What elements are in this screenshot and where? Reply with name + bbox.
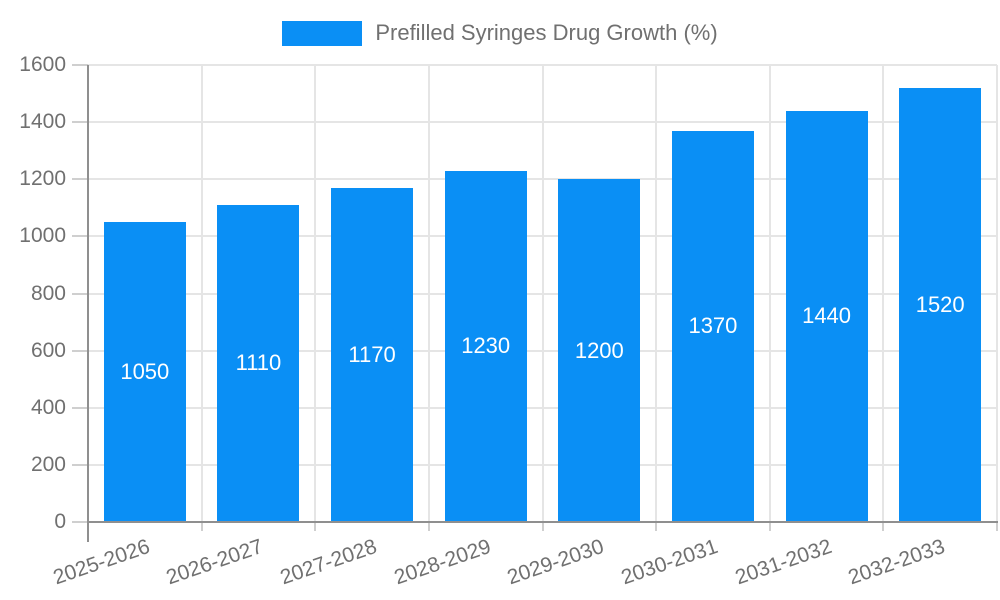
x-axis-tick [768,523,771,531]
x-axis-line [87,521,998,523]
bar: 1230 [444,170,527,522]
x-axis-tick [996,523,998,531]
y-axis-tick-label: 600 [30,338,66,362]
x-axis-tick [427,523,430,531]
y-axis-tick [72,292,88,295]
y-axis-tick-label: 1600 [19,53,66,76]
y-axis-tick [72,349,88,352]
bar: 1050 [103,222,186,522]
legend-label: Prefilled Syringes Drug Growth (%) [375,20,718,45]
bar: 1200 [558,179,641,522]
bar-value-label: 1440 [802,303,852,329]
x-axis-tick [655,523,658,531]
vertical-gridline [996,65,998,522]
vertical-gridline [655,65,658,522]
bar-value-label: 1520 [915,291,965,317]
y-axis-tick-label: 200 [30,452,66,476]
legend-item[interactable]: Prefilled Syringes Drug Growth (%) [0,18,1000,48]
y-axis-tick [72,64,88,66]
vertical-gridline [200,65,203,522]
vertical-gridline [541,65,544,522]
bar: 1370 [671,130,754,522]
y-axis-tick [72,121,88,124]
vertical-gridline [314,65,317,522]
y-axis-tick [72,463,88,466]
x-axis-tick [541,523,544,531]
x-axis-tick [314,523,317,531]
bar-value-label: 1230 [461,333,511,359]
bar: 1170 [331,187,414,522]
legend-swatch [282,20,363,46]
y-axis-tick-label: 1400 [19,110,66,134]
y-axis-tick-label: 800 [30,281,66,305]
bar-value-label: 1110 [235,350,282,376]
y-axis-tick [72,178,88,181]
bar: 1110 [217,204,300,522]
bar-value-label: 1050 [120,359,170,385]
y-axis-tick [72,521,88,523]
y-axis-tick [72,406,88,409]
y-axis-line [87,65,89,542]
vertical-gridline [882,65,885,522]
x-axis-tick [200,523,203,531]
y-axis-tick-label: 0 [54,510,66,533]
y-axis-tick-label: 1200 [19,167,66,191]
vertical-gridline [427,65,430,522]
vertical-gridline [768,65,771,522]
bar: 1440 [785,110,868,522]
bar-value-label: 1170 [348,341,396,367]
y-axis-tick-label: 400 [30,395,66,419]
y-axis-tick-label: 1000 [19,224,66,248]
bar: 1520 [899,87,982,522]
bar-value-label: 1200 [574,337,624,363]
x-axis-tick [882,523,885,531]
bar-value-label: 1370 [688,313,738,339]
y-axis-tick [72,235,88,238]
